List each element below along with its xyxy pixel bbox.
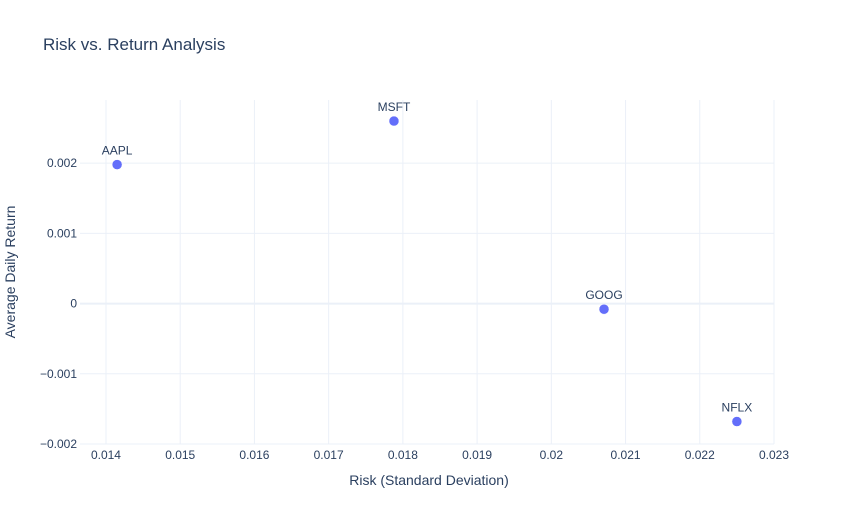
x-tick-label: 0.017 [314,448,344,462]
x-tick-label: 0.02 [540,448,564,462]
x-tick-label: 0.022 [685,448,715,462]
x-tick-label: 0.023 [759,448,789,462]
y-tick-labels: −0.002 −0.001 0 0.001 0.002 [40,156,77,451]
point-label-goog: GOOG [585,288,622,302]
point-label-msft: MSFT [378,100,411,114]
x-tick-label: 0.014 [91,448,121,462]
y-axis-title: Average Daily Return [2,206,18,339]
y-tick-label: −0.002 [40,437,77,451]
data-point-aapl[interactable] [111,159,123,170]
x-tick-label: 0.021 [611,448,641,462]
x-tick-label: 0.016 [239,448,269,462]
data-point-goog[interactable] [598,303,610,315]
point-label-aapl: AAPL [102,144,133,158]
x-tick-label: 0.018 [388,448,418,462]
x-tick-label: 0.015 [165,448,195,462]
point-labels: AAPL MSFT GOOG NFLX [102,100,752,414]
x-tick-labels: 0.014 0.015 0.016 0.017 0.018 0.019 0.02 0.021 0… [91,448,789,462]
point-label-nflx: NFLX [722,401,753,415]
y-tick-label: −0.001 [40,367,77,381]
data-point-msft[interactable] [388,115,400,127]
y-tick-label: 0 [70,297,77,311]
grid-layer [80,100,775,445]
y-tick-label: 0.002 [47,156,77,170]
data-point-nflx[interactable] [731,416,743,427]
y-tick-label: 0.001 [47,226,77,240]
chart-title: Risk vs. Return Analysis [43,35,225,54]
x-axis-title: Risk (Standard Deviation) [349,472,509,488]
x-tick-label: 0.019 [462,448,492,462]
data-points [111,115,743,427]
